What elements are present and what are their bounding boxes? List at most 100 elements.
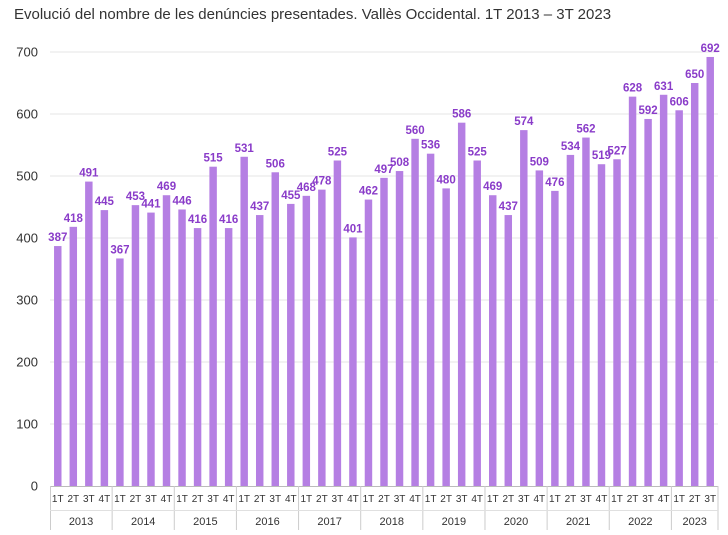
bar xyxy=(287,203,295,486)
data-label: 478 xyxy=(312,176,332,188)
bar xyxy=(457,122,466,487)
bar xyxy=(659,94,668,486)
data-label: 525 xyxy=(468,147,488,159)
x-tick-label: 1T xyxy=(673,494,685,505)
x-group-label: 2020 xyxy=(504,516,528,528)
x-group-label: 2013 xyxy=(69,516,93,528)
x-tick-label: 4T xyxy=(534,494,546,505)
data-label: 531 xyxy=(235,143,255,155)
x-tick-label: 2T xyxy=(67,494,79,505)
bar xyxy=(69,226,78,486)
x-tick-label: 3T xyxy=(332,494,344,505)
x-tick-label: 4T xyxy=(347,494,359,505)
x-group-label: 2016 xyxy=(255,516,279,528)
data-label: 574 xyxy=(514,116,534,128)
data-label: 515 xyxy=(204,153,224,165)
bar xyxy=(395,171,404,487)
bar xyxy=(644,118,652,487)
data-label: 586 xyxy=(452,109,471,121)
data-label: 476 xyxy=(545,177,564,189)
data-label: 453 xyxy=(126,191,145,203)
y-tick-label: 100 xyxy=(16,417,38,432)
bar xyxy=(535,170,544,487)
x-tick-label: 1T xyxy=(425,494,437,505)
data-label: 650 xyxy=(685,69,704,81)
bar xyxy=(442,188,450,486)
bar xyxy=(426,153,435,486)
x-tick-label: 1T xyxy=(176,494,188,505)
bar xyxy=(489,195,497,486)
data-label: 628 xyxy=(623,83,643,95)
bar xyxy=(116,258,124,486)
y-tick-label: 300 xyxy=(16,293,38,308)
x-tick-label: 4T xyxy=(596,494,608,505)
x-tick-label: 1T xyxy=(238,494,250,505)
x-tick-label: 3T xyxy=(642,494,654,505)
bar xyxy=(628,96,637,486)
bar xyxy=(364,199,373,486)
bar xyxy=(566,154,575,487)
data-label: 462 xyxy=(359,186,378,198)
x-tick-label: 4T xyxy=(285,494,297,505)
data-label: 534 xyxy=(561,141,581,153)
bar xyxy=(349,237,357,486)
x-group-label: 2022 xyxy=(628,516,652,528)
data-label: 560 xyxy=(405,125,424,137)
bar xyxy=(411,138,419,487)
x-tick-label: 1T xyxy=(363,494,375,505)
data-label: 692 xyxy=(701,43,720,55)
x-tick-label: 2T xyxy=(565,494,577,505)
x-tick-label: 4T xyxy=(471,494,483,505)
x-group-label: 2014 xyxy=(131,516,155,528)
bar xyxy=(54,246,62,486)
x-tick-label: 3T xyxy=(518,494,530,505)
x-tick-label: 2T xyxy=(689,494,701,505)
bar xyxy=(318,189,326,486)
bar xyxy=(193,228,202,486)
bar xyxy=(333,160,342,486)
data-label: 455 xyxy=(281,190,301,202)
data-label: 416 xyxy=(219,214,238,226)
data-label: 525 xyxy=(328,147,348,159)
data-label: 468 xyxy=(297,182,317,194)
data-label: 416 xyxy=(188,214,207,226)
data-label: 508 xyxy=(390,157,410,169)
bars xyxy=(54,56,714,487)
bar xyxy=(271,172,279,486)
x-tick-label: 2T xyxy=(440,494,452,505)
bar xyxy=(147,212,155,486)
data-label: 445 xyxy=(95,196,115,208)
data-label: 446 xyxy=(172,195,191,207)
bar xyxy=(240,156,248,486)
y-tick-label: 400 xyxy=(16,231,38,246)
data-label: 401 xyxy=(343,223,363,235)
data-label: 441 xyxy=(141,199,161,211)
x-tick-label: 2T xyxy=(254,494,266,505)
x-tick-label: 2T xyxy=(378,494,390,505)
bar xyxy=(380,177,388,487)
y-tick-label: 0 xyxy=(31,479,38,494)
chart-title: Evolució del nombre de les denúncies pre… xyxy=(14,6,612,23)
bar xyxy=(178,209,186,487)
bar xyxy=(209,166,217,486)
x-tick-label: 1T xyxy=(549,494,561,505)
data-label: 506 xyxy=(266,158,285,170)
x-tick-label: 2T xyxy=(192,494,204,505)
bar xyxy=(675,110,683,486)
bar xyxy=(613,159,621,486)
x-tick-label: 3T xyxy=(580,494,592,505)
data-label: 437 xyxy=(250,201,269,213)
x-tick-label: 3T xyxy=(269,494,281,505)
x-tick-label: 3T xyxy=(145,494,157,505)
bar xyxy=(520,130,528,486)
data-label: 631 xyxy=(654,81,674,93)
bar xyxy=(504,215,513,486)
x-group-label: 2019 xyxy=(442,516,466,528)
data-label: 606 xyxy=(670,96,689,108)
x-group-label: 2021 xyxy=(566,516,590,528)
data-label: 469 xyxy=(157,181,176,193)
bar xyxy=(302,195,311,486)
x-tick-label: 1T xyxy=(611,494,623,505)
